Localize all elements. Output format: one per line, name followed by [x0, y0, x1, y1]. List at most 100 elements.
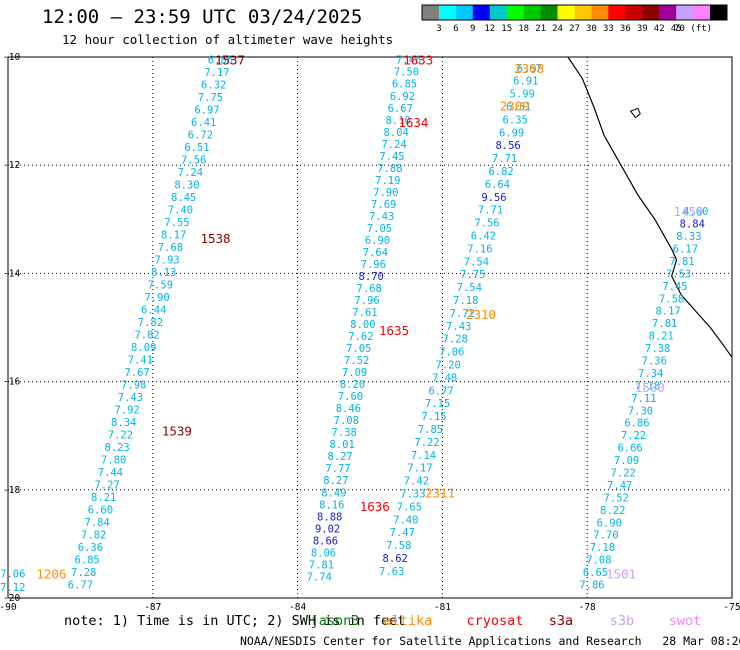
wave-height-label: 6.72	[188, 130, 213, 142]
colorbar-label: 3	[436, 24, 441, 34]
wave-height-label: 8.46	[336, 403, 361, 415]
wave-height-label: 7.38	[645, 343, 670, 355]
wave-height-label: 8.21	[91, 492, 116, 504]
wave-height-label: 6.77	[68, 580, 93, 592]
wave-height-label: 7.81	[309, 559, 334, 571]
wave-height-label: 7.17	[407, 463, 432, 475]
wave-height-label: 7.27	[94, 480, 119, 492]
wave-height-label: 8.01	[330, 439, 355, 451]
wave-height-label: 8.62	[383, 553, 408, 565]
wave-height-label: 7.60	[338, 391, 363, 403]
wave-height-label: 8.17	[655, 306, 680, 318]
track-altika: 7.067.12	[0, 569, 25, 595]
track-altika: 6.676.915.996.516.356.998.567.716.826.64…	[379, 63, 542, 578]
wave-height-label: 7.65	[397, 501, 422, 513]
wave-height-label: 7.70	[593, 530, 618, 542]
wave-height-label: 7.43	[369, 211, 394, 223]
legend-entry-swot: swot	[669, 613, 702, 629]
lat-tick-label: -20	[3, 593, 20, 604]
colorbar-swatch	[472, 5, 491, 20]
colorbar-swatch	[422, 5, 440, 20]
wave-height-label: 7.67	[124, 367, 149, 379]
pass-time-label: 1634	[398, 115, 428, 130]
wave-height-label: 7.68	[158, 242, 183, 254]
wave-height-label: 7.20	[436, 360, 461, 372]
wave-height-label: 6.65	[583, 567, 608, 579]
wave-height-label: 7.63	[379, 566, 404, 578]
pass-time-label: 1459	[674, 204, 704, 219]
wave-height-label: 8.20	[340, 379, 365, 391]
colorbar-label: 21	[535, 24, 546, 34]
wave-height-label: 7.56	[181, 155, 206, 167]
wave-height-label: 8.66	[313, 535, 338, 547]
wave-height-label: 7.06	[439, 347, 464, 359]
wave-height-label: 8.27	[327, 451, 352, 463]
wave-height-label: 6.32	[201, 80, 226, 92]
wave-height-label: 6.64	[485, 179, 510, 191]
wave-height-label: 7.22	[611, 468, 636, 480]
wave-height-label: 7.42	[404, 476, 429, 488]
wave-height-label: 7.54	[457, 282, 482, 294]
coastline-path	[567, 56, 733, 358]
wave-height-label: 6.35	[503, 114, 528, 126]
wave-height-label: 7.11	[631, 393, 656, 405]
colorbar-swatch	[455, 5, 474, 20]
colorbar-label: 27	[569, 24, 580, 34]
wave-height-label: 7.24	[381, 139, 406, 151]
lat-tick-label: -12	[3, 160, 20, 171]
map-frame	[7, 56, 733, 599]
wave-height-label: 7.68	[357, 283, 382, 295]
wave-height-label: 7.22	[108, 430, 133, 442]
wave-height-label: 6.92	[390, 91, 415, 103]
wave-height-label: 6.97	[194, 105, 219, 117]
colorbar-label: 24	[552, 24, 563, 34]
wave-height-label: 8.84	[680, 219, 705, 231]
wave-height-label: 7.44	[98, 467, 123, 479]
wave-height-label: 8.04	[384, 127, 409, 139]
wave-height-label: 7.75	[198, 92, 223, 104]
colorbar-label: 18	[518, 24, 529, 34]
wave-height-label: 6.90	[365, 235, 390, 247]
track-s3b: 4.608.848.336.177.817.537.457.588.177.81…	[579, 206, 708, 591]
colorbar-swatch	[574, 5, 592, 20]
wave-height-label: 7.18	[590, 542, 615, 554]
wave-height-label: 7.38	[332, 427, 357, 439]
coastline	[567, 56, 733, 358]
map-note: note: 1) Time is in UTC; 2) SWH is in fe…	[64, 613, 405, 629]
wave-height-label: 8.23	[104, 442, 129, 454]
colorbar-swatch	[608, 5, 626, 20]
lat-tick-label: -10	[3, 52, 20, 63]
lat-tick-label: -14	[3, 268, 20, 279]
colorbar-label: 30	[586, 24, 597, 34]
wave-height-label: 7.56	[474, 218, 499, 230]
wave-height-label: 7.43	[118, 392, 143, 404]
wave-height-label: 7.71	[492, 153, 517, 165]
legend-entry-s3a: s3a	[549, 613, 573, 629]
wave-height-label: 7.62	[348, 331, 373, 343]
wave-height-label: 7.72	[450, 308, 475, 320]
colorbar-border	[421, 4, 728, 21]
track-s3a: 6.867.176.327.756.976.416.726.517.567.24…	[68, 55, 233, 592]
wave-height-label: 7.06	[0, 569, 25, 581]
colorbar-swatch	[710, 5, 728, 20]
lon-tick-label: -87	[144, 602, 161, 613]
wave-height-label: 7.81	[669, 256, 694, 268]
wave-height-label: 8.22	[600, 505, 625, 517]
wave-height-label: 8.21	[649, 331, 674, 343]
wave-height-label: 7.61	[352, 307, 377, 319]
colorbar-label: 9	[470, 24, 475, 34]
pass-time-label: 1635	[379, 323, 409, 338]
island-outline	[629, 107, 641, 119]
wave-height-label: 7.15	[421, 411, 446, 423]
wave-height-label: 6.99	[499, 127, 524, 139]
track-cryosat: 7.467.506.856.926.678.108.047.247.457.88…	[307, 55, 422, 584]
wave-height-label: 7.58	[386, 540, 411, 552]
wave-height-label: 7.22	[621, 430, 646, 442]
wave-height-label: 7.90	[373, 187, 398, 199]
wave-height-label: 7.88	[377, 163, 402, 175]
lon-tick-label: -78	[579, 602, 596, 613]
wave-height-label: 7.52	[344, 355, 369, 367]
wave-height-label: 8.09	[131, 342, 156, 354]
